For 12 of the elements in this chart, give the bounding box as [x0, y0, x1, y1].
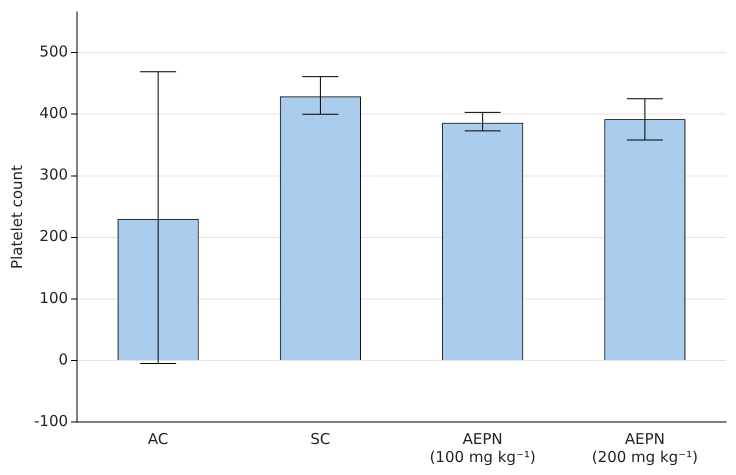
y-tick-label: 500	[39, 42, 68, 61]
x-tick-label: AEPN (100 mg kg⁻¹)	[430, 430, 536, 466]
y-tick-label: 0	[58, 350, 68, 368]
y-axis-title: Platelet count	[8, 164, 26, 269]
y-tick-label: 200	[39, 227, 68, 246]
y-tick-label: 400	[39, 104, 68, 122]
y-tick-label: -100	[34, 412, 68, 430]
x-tick-label: AEPN (200 mg kg⁻¹)	[592, 430, 698, 466]
y-tick-label: 300	[39, 166, 68, 184]
x-tick-label: SC	[310, 430, 330, 448]
y-tick-label: 100	[39, 288, 68, 307]
x-tick-label: AC	[148, 430, 168, 448]
